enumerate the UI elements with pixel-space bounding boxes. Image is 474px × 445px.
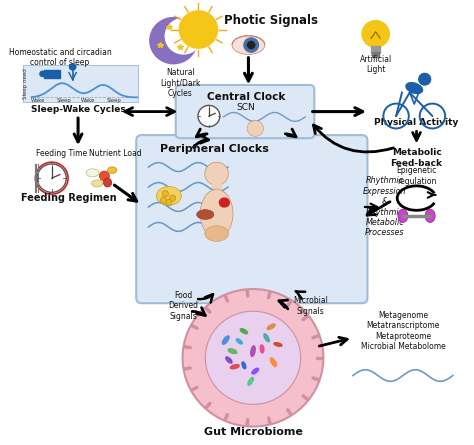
FancyBboxPatch shape	[136, 135, 367, 303]
Text: Peripheral Clocks: Peripheral Clocks	[160, 144, 269, 154]
Bar	[44, 70, 60, 78]
Text: Food
Derived
Signals: Food Derived Signals	[168, 291, 199, 321]
FancyBboxPatch shape	[176, 85, 314, 138]
Circle shape	[179, 11, 218, 48]
Text: Artificial
Light: Artificial Light	[359, 55, 392, 74]
Circle shape	[419, 73, 430, 85]
Ellipse shape	[267, 324, 275, 329]
Ellipse shape	[398, 209, 408, 222]
Text: Sleep: Sleep	[106, 98, 121, 103]
Circle shape	[247, 41, 255, 49]
Bar	[372, 52, 379, 57]
Circle shape	[198, 105, 220, 127]
Text: Sleep need: Sleep need	[23, 69, 28, 100]
Ellipse shape	[242, 362, 246, 369]
Ellipse shape	[86, 169, 99, 177]
Text: Physical Activity: Physical Activity	[374, 118, 459, 127]
Circle shape	[69, 64, 76, 70]
Circle shape	[40, 71, 46, 77]
Text: Gut Microbiome: Gut Microbiome	[203, 427, 302, 437]
Text: Rhythmic
Expression
&
Rhythmic
Metabolic
Processes: Rhythmic Expression & Rhythmic Metabolic…	[363, 177, 407, 238]
Circle shape	[244, 38, 258, 52]
Circle shape	[160, 197, 167, 203]
Text: Nutrient Load: Nutrient Load	[90, 149, 142, 158]
FancyBboxPatch shape	[23, 65, 138, 102]
Bar	[212, 180, 221, 188]
Text: Central Clock: Central Clock	[207, 93, 285, 102]
Ellipse shape	[108, 167, 117, 174]
Text: Photic Signals: Photic Signals	[224, 14, 318, 27]
Circle shape	[362, 20, 389, 47]
Circle shape	[205, 162, 228, 185]
Ellipse shape	[103, 178, 112, 187]
Ellipse shape	[251, 346, 255, 356]
Text: Wake: Wake	[31, 98, 46, 103]
Ellipse shape	[156, 186, 182, 205]
Circle shape	[182, 289, 323, 427]
Ellipse shape	[260, 345, 264, 353]
Ellipse shape	[425, 209, 435, 222]
Circle shape	[37, 164, 66, 192]
Text: Feeding Regimen: Feeding Regimen	[21, 193, 117, 203]
Ellipse shape	[270, 358, 276, 367]
Ellipse shape	[219, 198, 229, 207]
Ellipse shape	[222, 336, 229, 344]
Ellipse shape	[226, 357, 232, 363]
Ellipse shape	[100, 171, 109, 181]
Bar	[371, 46, 380, 53]
Ellipse shape	[228, 349, 237, 354]
Ellipse shape	[237, 339, 242, 344]
Circle shape	[166, 199, 172, 206]
Text: Sleep-Wake Cycles: Sleep-Wake Cycles	[31, 105, 126, 114]
Text: Natural
Light/Dark
Cycles: Natural Light/Dark Cycles	[160, 68, 201, 98]
Circle shape	[162, 190, 168, 197]
Text: Microbial
Signals: Microbial Signals	[293, 296, 328, 316]
Ellipse shape	[205, 226, 228, 241]
Circle shape	[205, 311, 301, 405]
Text: Feeding Time: Feeding Time	[36, 149, 87, 158]
Text: SCN: SCN	[237, 103, 255, 112]
Ellipse shape	[274, 343, 282, 346]
Text: Metagenome
Metatranscriptome
Metaproteome
Microbial Metabolome: Metagenome Metatranscriptome Metaproteom…	[361, 311, 445, 351]
Text: Homeostatic and circadian
control of sleep: Homeostatic and circadian control of sle…	[9, 48, 111, 67]
Ellipse shape	[230, 364, 239, 369]
Ellipse shape	[240, 329, 247, 334]
Circle shape	[165, 18, 201, 54]
Ellipse shape	[201, 189, 233, 238]
Ellipse shape	[264, 334, 269, 342]
Text: Epigenetic
regulation: Epigenetic regulation	[396, 166, 437, 186]
Ellipse shape	[91, 180, 102, 187]
Circle shape	[169, 195, 176, 201]
Circle shape	[247, 121, 264, 137]
Text: Sleep: Sleep	[56, 98, 71, 103]
Text: Metabolic
Feed-back: Metabolic Feed-back	[391, 149, 443, 168]
Ellipse shape	[252, 368, 259, 374]
Ellipse shape	[406, 83, 422, 93]
Text: Wake: Wake	[81, 98, 95, 103]
Ellipse shape	[232, 36, 265, 54]
Circle shape	[150, 17, 197, 64]
Ellipse shape	[197, 210, 214, 219]
Ellipse shape	[248, 377, 254, 385]
